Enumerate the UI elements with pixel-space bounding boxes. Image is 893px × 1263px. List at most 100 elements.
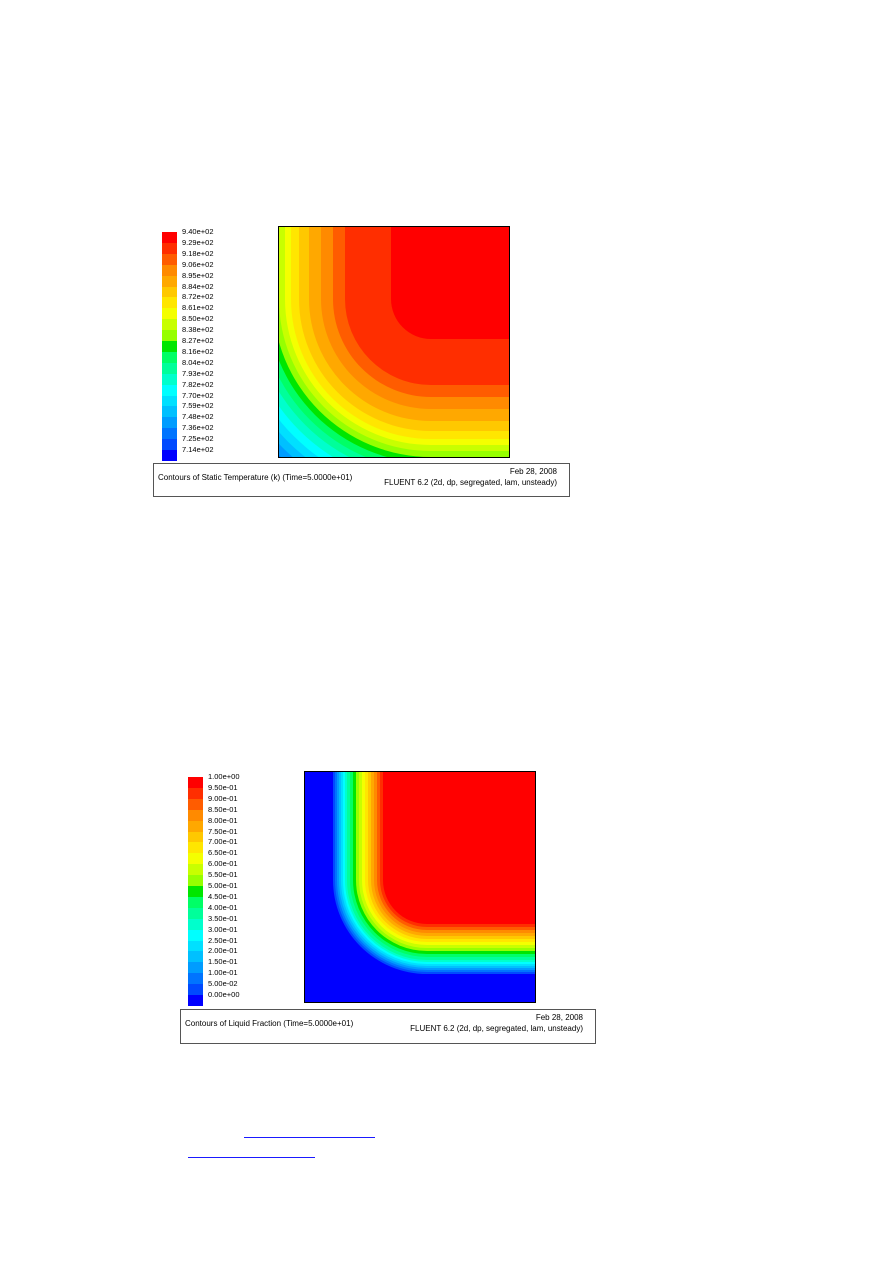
legend-swatch: [162, 286, 177, 298]
legend-swatch: [162, 428, 177, 440]
legend-swatch: [162, 275, 177, 287]
legend-swatch: [162, 253, 177, 265]
legend-label: 2.00e-01: [208, 946, 238, 956]
legend-label: 6.50e-01: [208, 848, 238, 858]
legend-label: 7.36e+02: [182, 423, 214, 433]
legend-label: 5.50e-01: [208, 870, 238, 880]
legend-label: 7.82e+02: [182, 379, 214, 389]
legend-swatch: [188, 962, 203, 974]
legend-swatch: [162, 319, 177, 331]
legend-swatch: [162, 264, 177, 276]
legend-swatch: [162, 341, 177, 352]
legend-swatch: [162, 242, 177, 254]
legend-swatch: [162, 297, 177, 309]
legend-label: 7.25e+02: [182, 434, 214, 444]
legend-swatch: [188, 973, 203, 985]
legend-label: 3.50e-01: [208, 913, 238, 923]
legend-swatch: [162, 330, 177, 342]
legend-label: 7.93e+02: [182, 368, 214, 378]
legend-label: 8.72e+02: [182, 292, 214, 302]
legend-label: 7.50e-01: [208, 826, 238, 836]
liquid-fraction-caption-solver: FLUENT 6.2 (2d, dp, segregated, lam, uns…: [410, 1024, 583, 1033]
legend-swatch: [188, 831, 203, 843]
legend-swatch: [162, 351, 177, 363]
legend-swatch: [162, 406, 177, 418]
temperature-contour-svg: [279, 227, 509, 457]
legend-swatch: [188, 907, 203, 919]
legend-label: 9.50e-01: [208, 782, 238, 792]
legend-label: 8.27e+02: [182, 336, 214, 345]
liquid-fraction-caption-title: Contours of Liquid Fraction (Time=5.0000…: [185, 1019, 354, 1028]
hyperlink-underline[interactable]: [244, 1137, 375, 1138]
legend-label: 8.95e+02: [182, 270, 214, 280]
liquid-fraction-caption-date: Feb 28, 2008: [535, 1013, 583, 1022]
legend-label: 8.16e+02: [182, 346, 214, 356]
legend-swatch: [162, 395, 177, 407]
legend-label: 9.06e+02: [182, 259, 214, 269]
legend-label: 9.29e+02: [182, 237, 214, 247]
legend-swatch: [162, 450, 177, 461]
legend-swatch: [188, 951, 203, 963]
legend-swatch: [188, 886, 203, 897]
legend-swatch: [188, 842, 203, 854]
legend-label: 5.00e-01: [208, 881, 238, 890]
legend-swatch: [188, 984, 203, 996]
legend-label: 1.00e+00: [208, 772, 240, 781]
legend-label: 2.50e-01: [208, 935, 238, 945]
legend-swatch: [162, 439, 177, 451]
legend-label: 6.00e-01: [208, 859, 238, 869]
liquid-fraction-contour-plot: [304, 771, 536, 1003]
legend-swatch: [162, 417, 177, 429]
temperature-caption-box: Contours of Static Temperature (k) (Time…: [153, 463, 570, 497]
temperature-legend: 9.40e+02 9.29e+02 9.18e+02 9.06e+02 8.95e+02…: [162, 227, 252, 461]
legend-label: 7.48e+02: [182, 412, 214, 422]
legend-swatch: [188, 864, 203, 876]
contour-band: [383, 772, 535, 924]
legend-label: 9.18e+02: [182, 248, 214, 258]
temperature-contour-plot: [278, 226, 510, 458]
legend-label: 9.40e+02: [182, 227, 214, 236]
legend-swatch: [162, 362, 177, 374]
legend-label: 3.00e-01: [208, 924, 238, 934]
legend-label: 8.00e-01: [208, 815, 238, 825]
legend-swatch: [188, 809, 203, 821]
legend-label: 9.00e-01: [208, 793, 238, 803]
legend-label: 0.00e+00: [208, 990, 240, 999]
legend-swatch: [188, 875, 203, 887]
legend-label: 1.50e-01: [208, 957, 238, 967]
legend-swatch: [162, 384, 177, 396]
liquid-fraction-legend: 1.00e+00 9.50e-01 9.00e-01 8.50e-01 8.00e-01…: [188, 772, 278, 1006]
legend-label: 7.59e+02: [182, 401, 214, 411]
temperature-caption-title: Contours of Static Temperature (k) (Time…: [158, 473, 353, 482]
legend-label: 4.00e-01: [208, 902, 238, 912]
legend-label: 7.70e+02: [182, 390, 214, 400]
legend-label: 8.50e+02: [182, 314, 214, 324]
legend-swatch: [188, 853, 203, 865]
legend-label: 5.00e-02: [208, 979, 238, 989]
legend-swatch: [188, 929, 203, 941]
hyperlink-underline[interactable]: [188, 1157, 315, 1158]
liquid-fraction-caption-box: Contours of Liquid Fraction (Time=5.0000…: [180, 1009, 596, 1044]
legend-label: 4.50e-01: [208, 891, 238, 901]
legend-swatch: [188, 896, 203, 908]
legend-swatch: [188, 995, 203, 1006]
legend-label: 8.61e+02: [182, 303, 214, 313]
legend-swatch: [188, 820, 203, 832]
legend-label: 8.38e+02: [182, 325, 214, 335]
legend-swatch: [188, 798, 203, 810]
contour-band: [391, 227, 509, 339]
temperature-caption-date: Feb 28, 2008: [509, 467, 557, 476]
legend-swatch: [188, 918, 203, 930]
legend-swatch: [188, 777, 203, 788]
liquid-fraction-contour-svg: [305, 772, 535, 1002]
legend-swatch: [162, 308, 177, 320]
legend-swatch: [162, 373, 177, 385]
legend-swatch: [188, 787, 203, 799]
legend-label: 8.50e-01: [208, 804, 238, 814]
legend-label: 7.00e-01: [208, 837, 238, 847]
legend-label: 1.00e-01: [208, 968, 238, 978]
temperature-caption-solver: FLUENT 6.2 (2d, dp, segregated, lam, uns…: [384, 478, 557, 487]
legend-label: 8.84e+02: [182, 281, 214, 291]
legend-swatch: [162, 232, 177, 243]
legend-swatch: [188, 940, 203, 952]
